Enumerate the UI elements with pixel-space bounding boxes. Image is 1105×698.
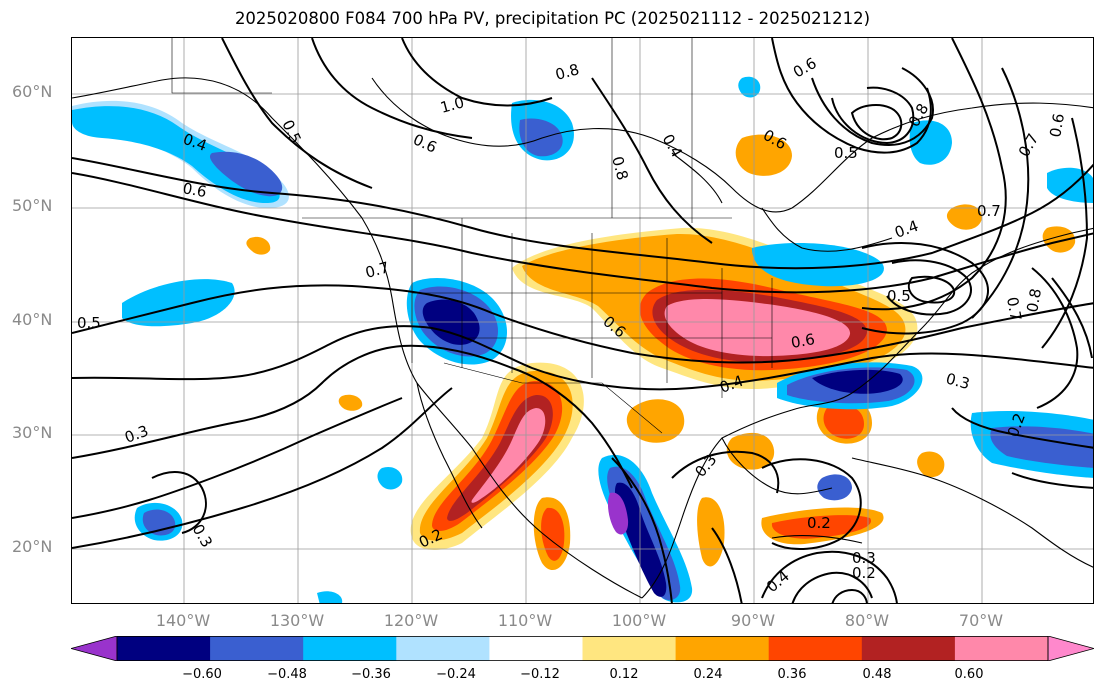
contour-label: 0.5 bbox=[834, 144, 858, 162]
contour-label: 0.6 bbox=[1046, 112, 1068, 139]
contour-label: 0.8 bbox=[1023, 287, 1045, 314]
colorbar-cell bbox=[210, 636, 304, 661]
lon-label-80w: 80°W bbox=[844, 611, 890, 630]
contour-label: 0.7 bbox=[363, 258, 391, 282]
colorbar-cells bbox=[71, 636, 1094, 661]
contour-label: 0.2 bbox=[852, 564, 876, 582]
lon-label-110w: 110°W bbox=[497, 611, 553, 630]
colorbar-cell bbox=[954, 636, 1049, 661]
lat-label-50n: 50°N bbox=[12, 196, 53, 215]
contour-label: 0.7 bbox=[977, 202, 1001, 220]
contour-label: 0.6 bbox=[790, 330, 817, 352]
colorbar-cell bbox=[861, 636, 956, 661]
colorbar-tick: 0.12 bbox=[609, 667, 639, 682]
contour-label: 0.4 bbox=[763, 567, 793, 596]
colorbar-extend-low bbox=[71, 636, 118, 661]
colorbar-outline bbox=[116, 636, 1049, 661]
precip-shading bbox=[72, 76, 1093, 603]
pv-contours bbox=[72, 38, 1093, 603]
lon-label-100w: 100°W bbox=[611, 611, 667, 630]
lon-label-130w: 130°W bbox=[269, 611, 325, 630]
colorbar-tick: 0.24 bbox=[693, 667, 723, 682]
contour-label: 0.3 bbox=[944, 369, 972, 393]
map-canvas: 0.8 0.6 1.0 0.5 0.4 0.6 0.6 0.7 0.5 0.6 … bbox=[72, 38, 1093, 603]
lat-label-60n: 60°N bbox=[12, 82, 53, 101]
colorbar-tick: −0.48 bbox=[267, 667, 307, 682]
contour-label: 0.6 bbox=[410, 130, 439, 156]
contour-label: 0.3 bbox=[852, 549, 876, 567]
lat-label-20n: 20°N bbox=[12, 537, 53, 556]
contour-label: 0.8 bbox=[553, 60, 581, 84]
chart-title: 2025020800 F084 700 hPa PV, precipitatio… bbox=[234, 9, 871, 28]
lat-label-40n: 40°N bbox=[12, 310, 53, 329]
colorbar-tick: −0.24 bbox=[436, 667, 476, 682]
colorbar-cell bbox=[489, 636, 583, 661]
contour-label: 1.0 bbox=[438, 93, 466, 117]
lon-label-140w: 140°W bbox=[155, 611, 211, 630]
contour-label: 0.8 bbox=[608, 154, 632, 182]
colorbar-tick: 0.60 bbox=[954, 667, 984, 682]
contour-label: 0.5 bbox=[278, 117, 304, 146]
contour-label: 0.4 bbox=[892, 217, 921, 242]
contour-label: 0.7 bbox=[1015, 130, 1043, 160]
colorbar-cell bbox=[303, 636, 397, 661]
colorbar-cell bbox=[117, 636, 211, 661]
contour-label: 0.6 bbox=[790, 54, 820, 82]
colorbar-tick: −0.36 bbox=[351, 667, 391, 682]
contour-label: 0.3 bbox=[189, 521, 217, 551]
lon-label-120w: 120°W bbox=[383, 611, 439, 630]
contour-label: 0.4 bbox=[659, 131, 687, 161]
lon-label-70w: 70°W bbox=[958, 611, 1004, 630]
graticule bbox=[72, 38, 1093, 603]
colorbar-cell bbox=[396, 636, 490, 661]
lat-label-30n: 30°N bbox=[12, 423, 53, 442]
colorbar-tick: −0.12 bbox=[520, 667, 560, 682]
contour-label: 0.5 bbox=[887, 287, 911, 305]
colorbar-tick: 0.36 bbox=[777, 667, 807, 682]
colorbar-tick: 0.48 bbox=[862, 667, 892, 682]
colorbar-cell bbox=[675, 636, 770, 661]
coastlines bbox=[72, 77, 1093, 599]
lon-label-90w: 90°W bbox=[730, 611, 776, 630]
contour-label: 0.7 bbox=[1003, 296, 1025, 323]
colorbar-cell bbox=[582, 636, 677, 661]
colorbar-cell bbox=[768, 636, 863, 661]
colorbar bbox=[71, 636, 1094, 661]
contour-label: 0.5 bbox=[77, 314, 101, 332]
contour-label: 0.3 bbox=[691, 451, 720, 481]
colorbar-extend-high bbox=[1047, 636, 1094, 661]
contour-label: 0.6 bbox=[181, 179, 208, 201]
contour-label: 0.2 bbox=[807, 514, 831, 532]
colorbar-tick: −0.60 bbox=[182, 667, 222, 682]
map-panel: 0.8 0.6 1.0 0.5 0.4 0.6 0.6 0.7 0.5 0.6 … bbox=[71, 37, 1094, 604]
